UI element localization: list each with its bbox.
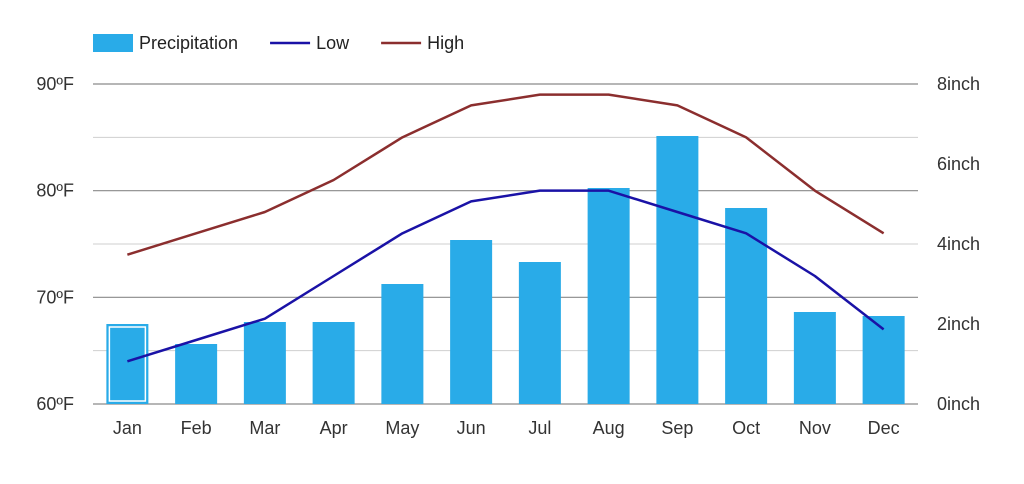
- x-tick-label: Dec: [868, 418, 900, 438]
- x-tick-label: Mar: [249, 418, 280, 438]
- left-tick-label: 60ºF: [36, 394, 74, 414]
- bar-sep[interactable]: [656, 136, 699, 404]
- temperature-lines: [127, 93, 885, 363]
- bar-dec[interactable]: [862, 316, 905, 404]
- bar-jun[interactable]: [450, 240, 493, 404]
- bar-jan[interactable]: [106, 324, 149, 404]
- x-tick-label: Sep: [661, 418, 693, 438]
- selected-bar-outline: [108, 326, 147, 402]
- legend-label-low[interactable]: Low: [316, 33, 350, 53]
- bar-apr[interactable]: [312, 322, 355, 404]
- left-tick-label: 90ºF: [36, 74, 74, 94]
- x-tick-label: Jun: [457, 418, 486, 438]
- legend-label-high[interactable]: High: [427, 33, 464, 53]
- x-tick-label: Apr: [320, 418, 348, 438]
- bar-feb[interactable]: [175, 344, 218, 404]
- x-tick-label: Oct: [732, 418, 760, 438]
- right-tick-label: 2inch: [937, 314, 980, 334]
- precipitation-bars: [106, 136, 905, 404]
- left-tick-label: 80ºF: [36, 181, 74, 201]
- x-tick-label: Feb: [181, 418, 212, 438]
- x-tick-label: Jul: [528, 418, 551, 438]
- right-axis-ticks: 0inch 2inch 4inch 6inch 8inch: [937, 74, 980, 414]
- bar-may[interactable]: [381, 284, 424, 404]
- legend-swatch-precipitation: [93, 34, 133, 52]
- bar-oct[interactable]: [725, 208, 768, 404]
- x-axis-ticks: Jan Feb Mar Apr May Jun Jul Aug Sep Oct Nov Dec: [113, 418, 900, 438]
- right-tick-label: 4inch: [937, 234, 980, 254]
- high-line[interactable]: [127, 93, 885, 256]
- x-tick-label: Aug: [593, 418, 625, 438]
- low-line[interactable]: [127, 189, 885, 363]
- bar-jul[interactable]: [518, 262, 561, 404]
- left-axis-ticks: 60ºF 70ºF 80ºF 90ºF: [36, 74, 74, 414]
- right-tick-label: 8inch: [937, 74, 980, 94]
- bar-aug[interactable]: [587, 188, 630, 404]
- x-tick-label: May: [385, 418, 419, 438]
- x-tick-label: Nov: [799, 418, 831, 438]
- x-tick-label: Jan: [113, 418, 142, 438]
- legend: Precipitation Low High: [93, 33, 464, 53]
- right-tick-label: 6inch: [937, 154, 980, 174]
- legend-label-precipitation[interactable]: Precipitation: [139, 33, 238, 53]
- left-tick-label: 70ºF: [36, 287, 74, 307]
- gridlines: [93, 83, 918, 405]
- right-tick-label: 0inch: [937, 394, 980, 414]
- bar-nov[interactable]: [793, 312, 836, 404]
- bar-mar[interactable]: [243, 322, 286, 404]
